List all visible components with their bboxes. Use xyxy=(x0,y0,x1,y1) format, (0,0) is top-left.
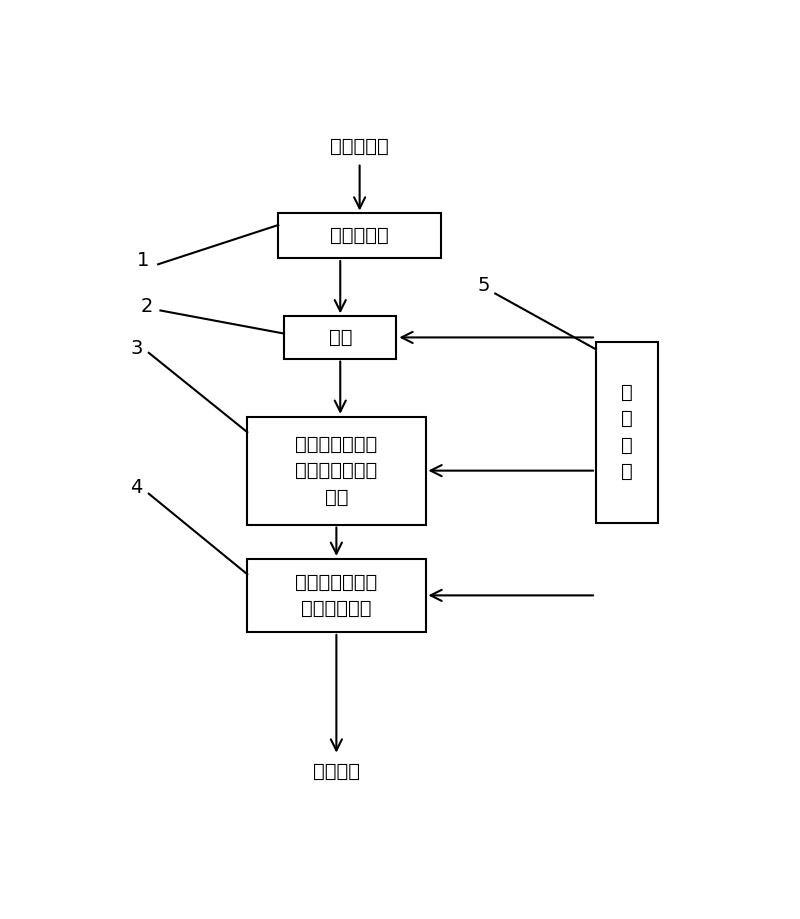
Text: 兼具吸附和催化
氧化作用的多孔
材料: 兼具吸附和催化 氧化作用的多孔 材料 xyxy=(295,435,378,506)
Text: 风机: 风机 xyxy=(329,328,352,347)
Text: 起保护性吸附作
用的多孔材料: 起保护性吸附作 用的多孔材料 xyxy=(295,573,378,618)
Text: 颗粒过滤网: 颗粒过滤网 xyxy=(330,226,389,245)
Text: 4: 4 xyxy=(130,478,142,497)
Text: 2: 2 xyxy=(140,297,153,316)
Text: 1: 1 xyxy=(137,251,149,270)
Text: 控
制
单
元: 控 制 单 元 xyxy=(621,383,633,482)
Text: 3: 3 xyxy=(130,339,142,358)
Bar xyxy=(284,316,397,358)
Bar xyxy=(247,416,426,525)
Text: 5: 5 xyxy=(478,277,490,295)
Bar xyxy=(247,559,426,632)
Bar xyxy=(278,213,441,258)
Bar xyxy=(596,342,658,523)
Text: 待处理空气: 待处理空气 xyxy=(330,137,389,156)
Text: 净化空气: 净化空气 xyxy=(313,762,360,780)
